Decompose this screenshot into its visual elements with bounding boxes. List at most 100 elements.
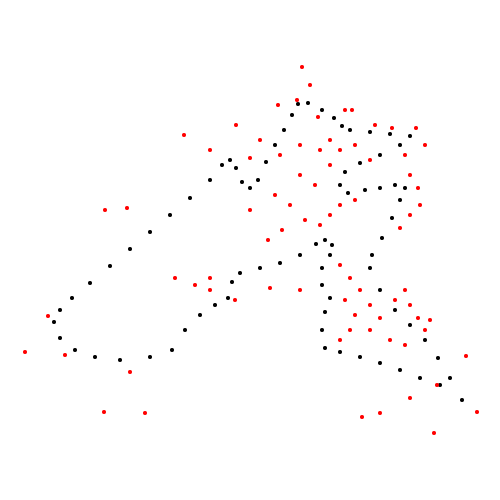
- point: [328, 253, 332, 257]
- point: [148, 230, 152, 234]
- point: [390, 126, 394, 130]
- point: [370, 253, 374, 257]
- point: [353, 313, 357, 317]
- point: [435, 383, 439, 387]
- point: [128, 247, 132, 251]
- point: [428, 318, 432, 322]
- point: [234, 166, 238, 170]
- point: [408, 303, 412, 307]
- point: [408, 323, 412, 327]
- point: [408, 134, 412, 138]
- point: [423, 328, 427, 332]
- point: [320, 283, 324, 287]
- point: [380, 236, 384, 240]
- point: [220, 163, 224, 167]
- point: [248, 186, 252, 190]
- point: [264, 160, 268, 164]
- point: [388, 132, 392, 136]
- point: [280, 228, 284, 232]
- point: [258, 266, 262, 270]
- point: [93, 355, 97, 359]
- point: [298, 253, 302, 257]
- point: [353, 143, 357, 147]
- point: [328, 163, 332, 167]
- point: [228, 158, 232, 162]
- point: [328, 213, 332, 217]
- point: [353, 198, 357, 202]
- point: [338, 148, 342, 152]
- point: [173, 276, 177, 280]
- point: [408, 173, 412, 177]
- point: [256, 178, 260, 182]
- point: [73, 348, 77, 352]
- point: [226, 296, 230, 300]
- point: [338, 263, 342, 267]
- point: [183, 328, 187, 332]
- point: [230, 280, 234, 284]
- point: [332, 116, 336, 120]
- point: [288, 203, 292, 207]
- point: [388, 338, 392, 342]
- point: [403, 288, 407, 292]
- point: [273, 143, 277, 147]
- point: [125, 206, 129, 210]
- point: [368, 266, 372, 270]
- point: [320, 108, 324, 112]
- point: [416, 186, 420, 190]
- point: [348, 128, 352, 132]
- point: [328, 138, 332, 142]
- point: [403, 186, 407, 190]
- point: [330, 243, 334, 247]
- point: [282, 128, 286, 132]
- point: [338, 338, 342, 342]
- point: [393, 298, 397, 302]
- point: [320, 266, 324, 270]
- point: [378, 411, 382, 415]
- point: [418, 203, 422, 207]
- point: [278, 261, 282, 265]
- point: [438, 383, 442, 387]
- point: [148, 355, 152, 359]
- point: [436, 356, 440, 360]
- point: [234, 123, 238, 127]
- point: [266, 238, 270, 242]
- point: [414, 126, 418, 130]
- point: [298, 143, 302, 147]
- point: [298, 288, 302, 292]
- point: [233, 298, 237, 302]
- point: [403, 343, 407, 347]
- point: [295, 98, 299, 102]
- point: [102, 410, 106, 414]
- point: [460, 398, 464, 402]
- point: [303, 218, 307, 222]
- point: [58, 308, 62, 312]
- point: [318, 223, 322, 227]
- point: [108, 264, 112, 268]
- point: [338, 203, 342, 207]
- point: [46, 314, 50, 318]
- point: [378, 288, 382, 292]
- point: [348, 276, 352, 280]
- point: [300, 65, 304, 69]
- point: [448, 376, 452, 380]
- point: [423, 143, 427, 147]
- point: [258, 138, 262, 142]
- point: [360, 415, 364, 419]
- point: [390, 216, 394, 220]
- point: [248, 156, 252, 160]
- point: [208, 178, 212, 182]
- point: [320, 328, 324, 332]
- point: [348, 328, 352, 332]
- point: [193, 283, 197, 287]
- point: [170, 348, 174, 352]
- point: [358, 161, 362, 165]
- point: [358, 355, 362, 359]
- point: [316, 115, 320, 119]
- point: [208, 276, 212, 280]
- point: [323, 238, 327, 242]
- point: [363, 188, 367, 192]
- point: [208, 288, 212, 292]
- point: [143, 411, 147, 415]
- point: [70, 296, 74, 300]
